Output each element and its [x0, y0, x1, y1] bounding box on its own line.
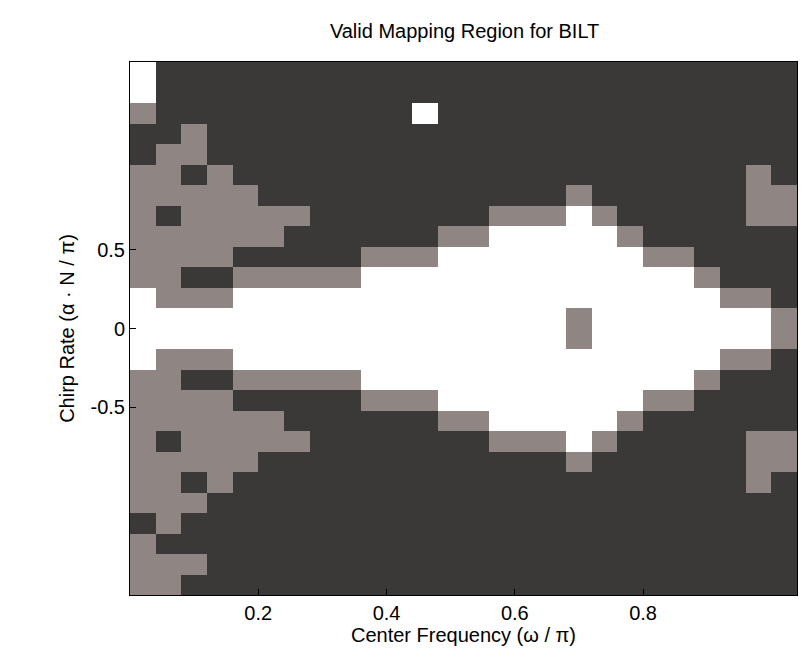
svg-text:Chirp Rate (α · N / π): Chirp Rate (α · N / π) — [56, 234, 78, 423]
svg-text:0.6: 0.6 — [501, 602, 529, 624]
svg-text:0.8: 0.8 — [629, 602, 657, 624]
svg-text:Center Frequency (ω / π): Center Frequency (ω / π) — [351, 624, 576, 646]
svg-text:-0.5: -0.5 — [91, 396, 125, 418]
svg-text:Valid Mapping Region for BILT: Valid Mapping Region for BILT — [330, 20, 599, 42]
svg-text:0.5: 0.5 — [97, 239, 125, 261]
svg-text:0.2: 0.2 — [244, 602, 272, 624]
svg-text:0: 0 — [114, 318, 125, 340]
svg-text:0.4: 0.4 — [373, 602, 401, 624]
